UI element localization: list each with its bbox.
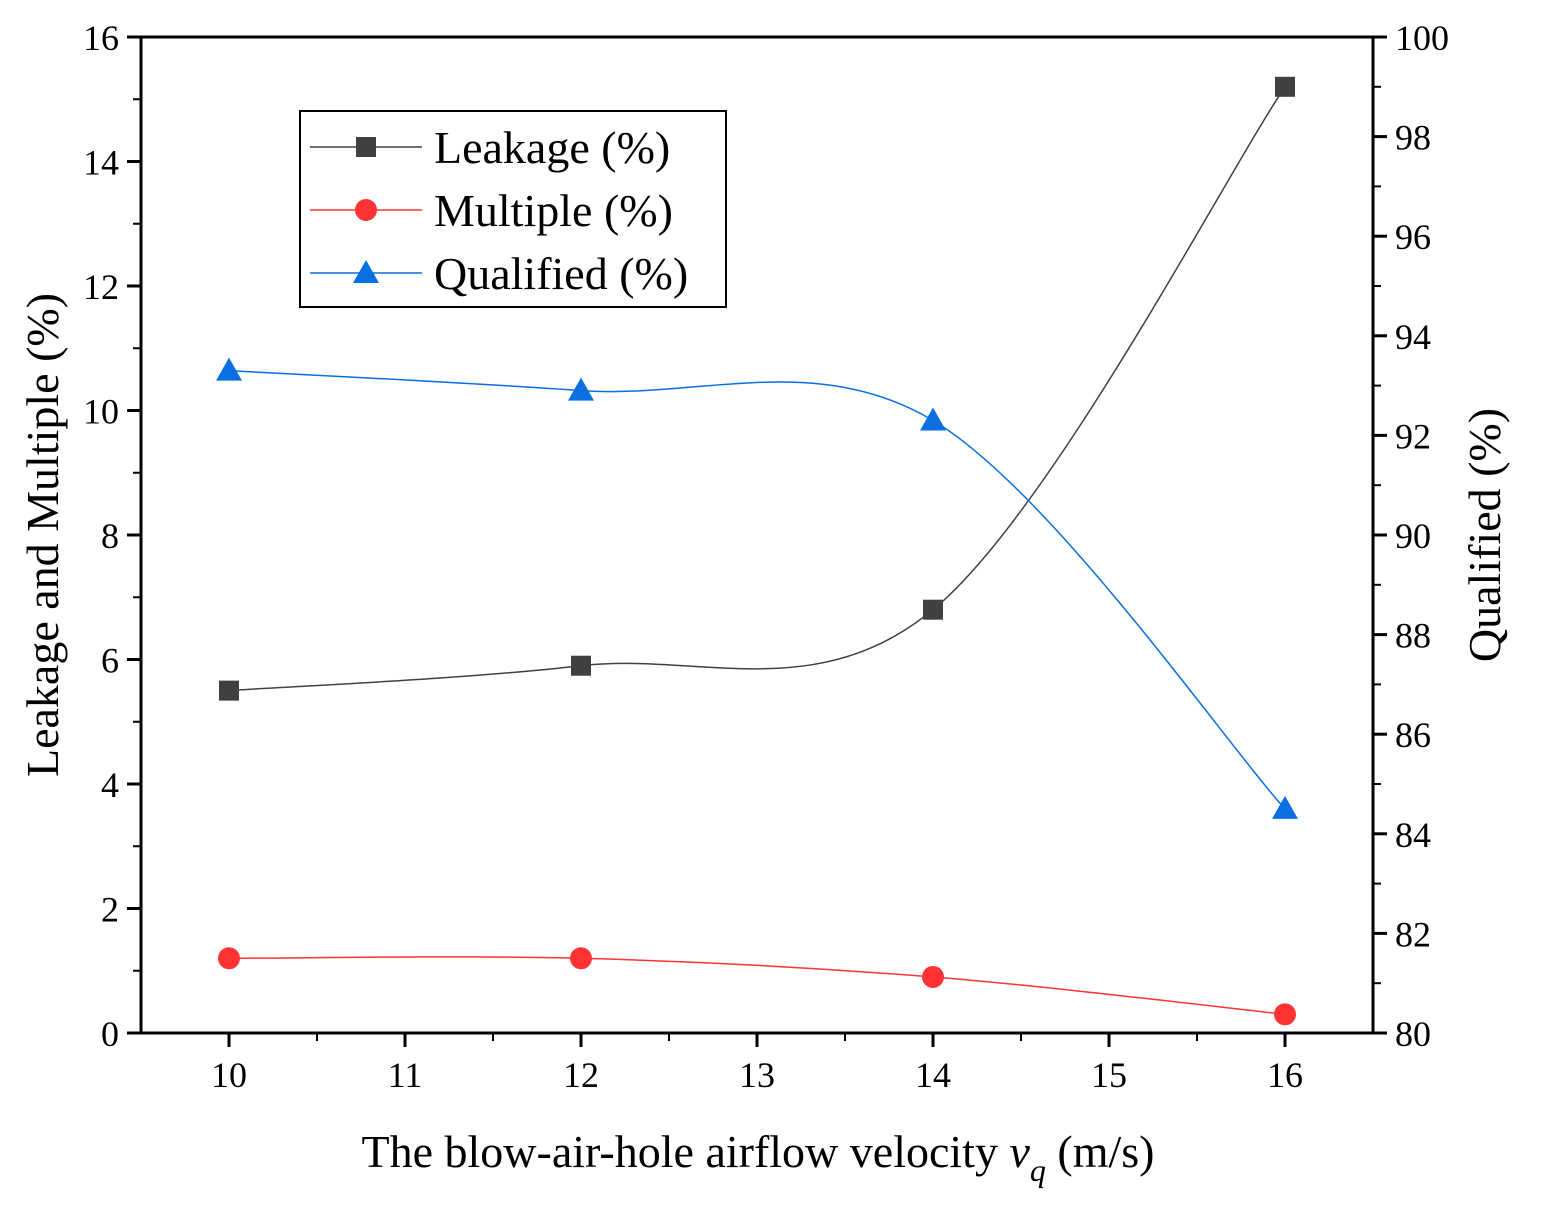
x-tick-label: 16 [1267,1055,1303,1095]
data-point [219,680,239,701]
y-left-tick-label: 12 [83,267,119,307]
legend: Leakage (%) Multiple (%) Qualified (%) [299,110,727,308]
data-point [570,947,592,970]
y-left-tick-label: 8 [101,516,119,556]
y-left-tick-label: 16 [83,18,119,58]
series-square [219,76,1295,701]
x-tick-label: 13 [739,1055,775,1095]
legend-marker [353,260,379,283]
data-point [571,655,591,676]
y-right-tick-label: 94 [1395,317,1431,357]
plot-frame [139,35,1375,1035]
x-tick-label: 12 [563,1055,599,1095]
series-triangle [216,357,1298,819]
y-right-tick-label: 84 [1395,815,1431,855]
y-right-tick-label: 96 [1395,217,1431,257]
data-point [1272,795,1298,819]
x-axis-title-var: v [1009,1126,1030,1177]
data-point [216,357,242,381]
y-left-tick-label: 4 [101,765,119,805]
data-point [1274,1003,1296,1026]
x-axis-title-sub: q [1030,1152,1046,1188]
x-tick-label: 11 [388,1055,423,1095]
x-axis-title-unit: (m/s) [1046,1126,1155,1177]
x-axis-title-prefix: The blow-air-hole airflow velocity [362,1126,1010,1177]
legend-marker [356,137,376,157]
ticks-layer: 10 11 12 13 14 15 16 0 2 4 6 8 10 12 14 16 80 82 84 86 88 90 9… [83,18,1449,1095]
y-right-tick-label: 92 [1395,416,1431,456]
series-line [228,86,1286,692]
y-left-axis-title: Leakage and Multiple (%) [17,293,68,777]
y-left-tick-label: 10 [83,392,119,432]
series-line [228,369,1286,810]
y-right-axis-title: Qualified (%) [1459,408,1510,662]
y-right-tick-label: 82 [1395,914,1431,954]
legend-label: Leakage (%) [434,122,670,173]
y-left-tick-label: 2 [101,890,119,930]
data-point [218,947,240,970]
y-right-tick-label: 90 [1395,516,1431,556]
y-right-tick-label: 80 [1395,1014,1431,1054]
data-point [922,965,944,988]
x-tick-label: 14 [915,1055,951,1095]
y-left-tick-label: 0 [101,1014,119,1054]
series-layer [216,76,1298,1026]
legend-marker [355,199,377,221]
data-point [920,407,946,431]
data-point [923,599,943,620]
y-left-tick-label: 14 [83,143,119,183]
data-point [568,377,594,401]
legend-label: Qualified (%) [434,248,688,299]
y-right-tick-label: 86 [1395,715,1431,755]
legend-label: Multiple (%) [434,185,673,236]
x-axis-title: The blow-air-hole airflow velocity vq (m… [362,1126,1155,1188]
y-right-tick-label: 88 [1395,616,1431,656]
series-line [228,956,1286,1016]
x-tick-label: 15 [1091,1055,1127,1095]
y-right-tick-label: 98 [1395,118,1431,158]
data-point [1275,76,1295,97]
x-tick-label: 10 [211,1055,247,1095]
series-circle [218,947,1296,1026]
y-right-tick-label: 100 [1395,18,1449,58]
y-left-tick-label: 6 [101,641,119,681]
